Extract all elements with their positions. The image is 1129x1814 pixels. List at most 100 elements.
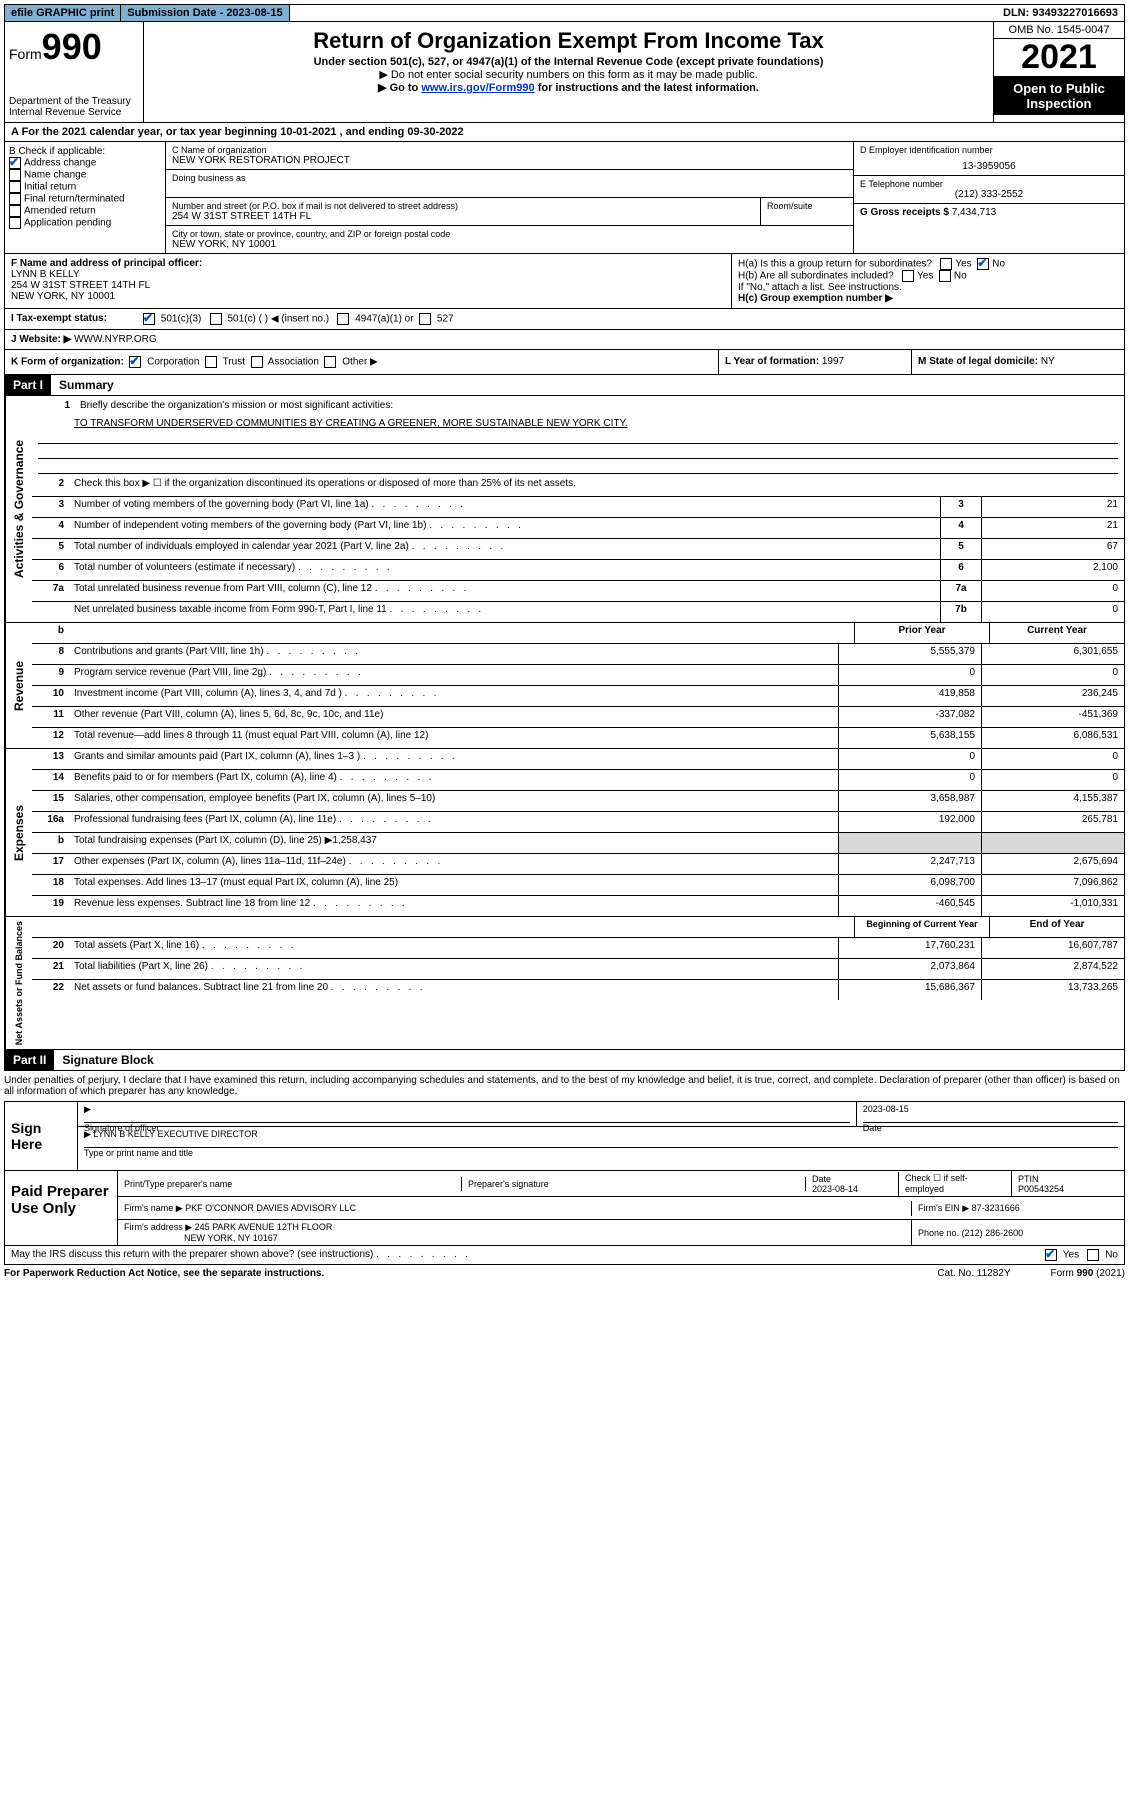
part1-title: Summary <box>51 375 122 395</box>
phone-value: (212) 333-2552 <box>860 189 1118 200</box>
firm-name-label: Firm's name ▶ <box>124 1203 183 1213</box>
prep-date-label: Date <box>812 1174 831 1184</box>
527-checkbox[interactable] <box>419 313 431 325</box>
corp-checkbox[interactable] <box>129 356 141 368</box>
sign-here-block: Sign Here ▶ Signature of officer 2023-08… <box>4 1101 1125 1171</box>
firm-name: PKF O'CONNOR DAVIES ADVISORY LLC <box>185 1203 356 1213</box>
dln-label: DLN: 93493227016693 <box>997 5 1124 21</box>
beginning-year-header: Beginning of Current Year <box>854 917 989 937</box>
prep-sig-label: Preparer's signature <box>468 1179 549 1189</box>
may-irs-no-checkbox[interactable] <box>1087 1249 1099 1261</box>
line19-prior: -460,545 <box>838 896 981 916</box>
irs-link[interactable]: www.irs.gov/Form990 <box>421 82 534 94</box>
officer-addr1: 254 W 31ST STREET 14TH FL <box>11 280 150 291</box>
line16a-label: Professional fundraising fees (Part IX, … <box>70 812 838 832</box>
line14-label: Benefits paid to or for members (Part IX… <box>70 770 838 790</box>
print-name-label: Print/Type preparer's name <box>124 1179 232 1189</box>
amended-checkbox[interactable] <box>9 205 21 217</box>
line18-label: Total expenses. Add lines 13–17 (must eq… <box>70 875 838 895</box>
dba-label: Doing business as <box>172 173 847 183</box>
app-pending-label: Application pending <box>24 218 111 229</box>
ein-value: 13-3959056 <box>860 155 1118 172</box>
state-domicile-label: M State of legal domicile: <box>918 356 1038 367</box>
ha-no-checkbox[interactable] <box>977 258 989 270</box>
line5-label: Total number of individuals employed in … <box>70 539 940 559</box>
section-bcd: B Check if applicable: Address change Na… <box>4 142 1125 254</box>
501c3-checkbox[interactable] <box>143 313 155 325</box>
line22-end: 13,733,265 <box>981 980 1124 1000</box>
line16b-prior-shade <box>838 833 981 853</box>
year-formation-label: L Year of formation: <box>725 356 819 367</box>
4947-checkbox[interactable] <box>337 313 349 325</box>
ein-label: D Employer identification number <box>860 145 1118 155</box>
final-return-checkbox[interactable] <box>9 193 21 205</box>
name-change-checkbox[interactable] <box>9 169 21 181</box>
box-c: C Name of organization NEW YORK RESTORAT… <box>166 142 853 253</box>
line4-value: 21 <box>981 518 1124 538</box>
efile-print-button[interactable]: efile GRAPHIC print <box>5 5 121 21</box>
other-checkbox[interactable] <box>324 356 336 368</box>
assoc-checkbox[interactable] <box>251 356 263 368</box>
header-left: Form990 Department of the Treasury Inter… <box>5 22 144 122</box>
type-name-label: Type or print name and title <box>84 1148 193 1158</box>
line11-prior: -337,082 <box>838 707 981 727</box>
line12-label: Total revenue—add lines 8 through 11 (mu… <box>70 728 838 748</box>
ptin-value: P00543254 <box>1018 1184 1064 1194</box>
omb-number: OMB No. 1545-0047 <box>994 22 1124 39</box>
line20-end: 16,607,787 <box>981 938 1124 958</box>
addr-change-checkbox[interactable] <box>9 157 21 169</box>
ha-label: H(a) Is this a group return for subordin… <box>738 259 932 270</box>
self-employed-label: Check ☐ if self-employed <box>905 1173 968 1194</box>
dept-line2: Internal Revenue Service <box>9 107 139 118</box>
line15-label: Salaries, other compensation, employee b… <box>70 791 838 811</box>
phone-label: E Telephone number <box>860 179 1118 189</box>
calyear-mid: , and ending <box>340 126 408 138</box>
formorg-label: K Form of organization: <box>11 357 124 368</box>
calyear-begin: 10-01-2021 <box>280 126 336 138</box>
instr2-pre: Go to <box>390 82 422 94</box>
k-formorg: K Form of organization: Corporation Trus… <box>5 350 719 374</box>
line6-label: Total number of volunteers (estimate if … <box>70 560 940 580</box>
line20-label: Total assets (Part X, line 16) <box>70 938 838 958</box>
line7a-value: 0 <box>981 581 1124 601</box>
hb-yes-checkbox[interactable] <box>902 270 914 282</box>
may-irs-row: May the IRS discuss this return with the… <box>4 1246 1125 1265</box>
may-irs-yes-checkbox[interactable] <box>1045 1249 1057 1261</box>
submission-date-button[interactable]: Submission Date - 2023-08-15 <box>121 5 289 21</box>
final-return-label: Final return/terminated <box>24 194 125 205</box>
line13-curr: 0 <box>981 749 1124 769</box>
line18-curr: 7,096,862 <box>981 875 1124 895</box>
line7b-value: 0 <box>981 602 1124 622</box>
line4-label: Number of independent voting members of … <box>70 518 940 538</box>
city-label: City or town, state or province, country… <box>172 229 847 239</box>
line13-label: Grants and similar amounts paid (Part IX… <box>70 749 838 769</box>
line9-label: Program service revenue (Part VIII, line… <box>70 665 838 685</box>
line16b-label: Total fundraising expenses (Part IX, col… <box>70 833 838 853</box>
501c-checkbox[interactable] <box>210 313 222 325</box>
line22-label: Net assets or fund balances. Subtract li… <box>70 980 838 1000</box>
line16b-curr-shade <box>981 833 1124 853</box>
line12-curr: 6,086,531 <box>981 728 1124 748</box>
line9-curr: 0 <box>981 665 1124 685</box>
part2-bar: Part II Signature Block <box>4 1050 1125 1071</box>
line22-begin: 15,686,367 <box>838 980 981 1000</box>
gross-row: G Gross receipts $ 7,434,713 <box>854 204 1124 221</box>
trust-checkbox[interactable] <box>205 356 217 368</box>
amended-label: Amended return <box>24 206 96 217</box>
hb-no-checkbox[interactable] <box>939 270 951 282</box>
line3-value: 21 <box>981 497 1124 517</box>
app-pending-checkbox[interactable] <box>9 217 21 229</box>
gross-label: G Gross receipts $ <box>860 207 949 218</box>
line6-value: 2,100 <box>981 560 1124 580</box>
part1-header: Part I <box>5 375 51 395</box>
line8-curr: 6,301,655 <box>981 644 1124 664</box>
initial-return-checkbox[interactable] <box>9 181 21 193</box>
instruction-line-1: Do not enter social security numbers on … <box>152 68 985 81</box>
firm-ein-label: Firm's EIN ▶ <box>918 1203 969 1213</box>
ha-yes-checkbox[interactable] <box>940 258 952 270</box>
top-toolbar: efile GRAPHIC print Submission Date - 20… <box>4 4 1125 22</box>
footer-row: For Paperwork Reduction Act Notice, see … <box>4 1265 1125 1282</box>
may-irs-no: No <box>1105 1250 1118 1261</box>
city-row: City or town, state or province, country… <box>166 226 853 253</box>
spacer <box>290 5 997 21</box>
